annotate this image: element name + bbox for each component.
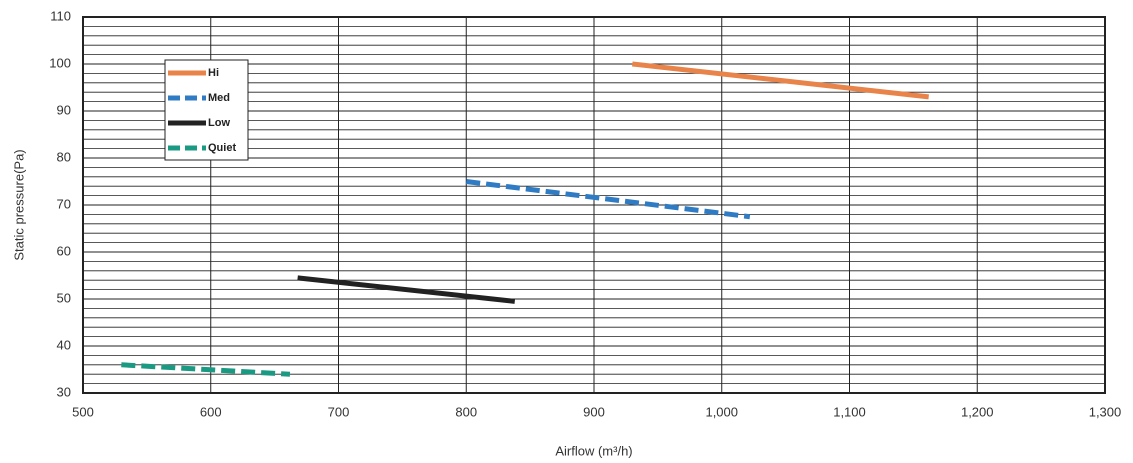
y-tick-label: 50 — [57, 290, 71, 305]
legend-box — [164, 59, 249, 161]
x-tick-label: 700 — [328, 404, 350, 419]
y-tick-label: 60 — [57, 243, 71, 258]
y-axis-label: Static pressure(Pa) — [11, 149, 26, 260]
y-tick-label: 110 — [50, 8, 71, 23]
legend: Hi Med Low Quiet — [164, 59, 249, 161]
x-tick-label: 1,100 — [833, 404, 866, 419]
y-tick-label: 30 — [57, 384, 71, 399]
y-tick-label: 70 — [57, 196, 71, 211]
x-tick-label: 1,000 — [705, 404, 738, 419]
x-tick-label: 800 — [455, 404, 477, 419]
y-tick-label: 100 — [49, 55, 71, 70]
y-tick-label: 90 — [57, 102, 71, 117]
series-line — [297, 275, 516, 304]
x-tick-label: 1,300 — [1089, 404, 1122, 419]
x-tick-label: 900 — [583, 404, 605, 419]
x-tick-label: 500 — [72, 404, 94, 419]
legend-label: Hi — [208, 67, 219, 79]
legend-label: Med — [208, 92, 230, 104]
series-line — [465, 179, 751, 220]
plot-frame — [82, 16, 1106, 394]
y-tick-label: 40 — [57, 337, 71, 352]
x-tick-label: 600 — [200, 404, 222, 419]
legend-label: Quiet — [208, 142, 236, 154]
x-axis-label: Airflow (m³/h) — [555, 443, 632, 458]
series-line — [121, 362, 291, 377]
series-line — [632, 61, 929, 100]
x-tick-label: 1,200 — [961, 404, 994, 419]
y-tick-label: 80 — [57, 149, 71, 164]
legend-label: Low — [208, 117, 230, 129]
